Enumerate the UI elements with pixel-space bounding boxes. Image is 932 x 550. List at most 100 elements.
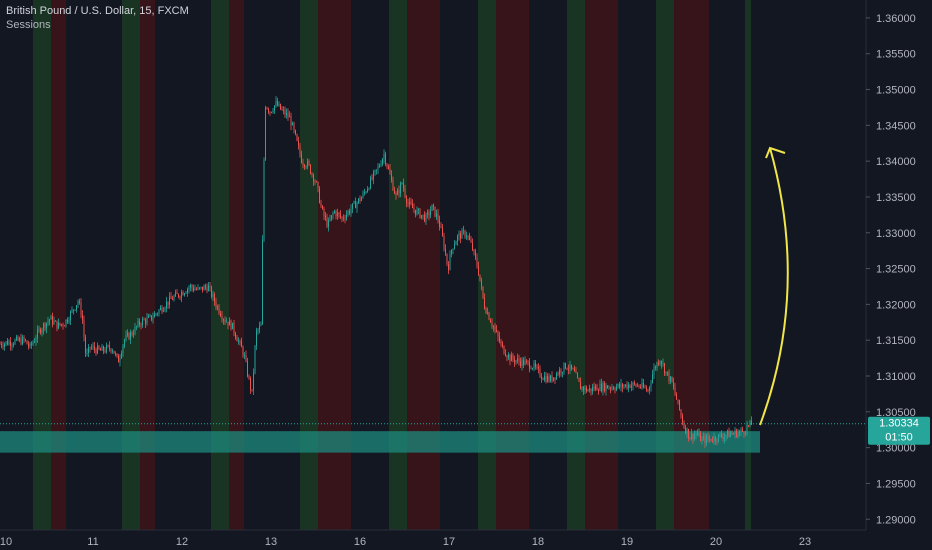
candle-body	[100, 349, 101, 351]
candle-body	[473, 249, 475, 251]
candle-body	[23, 337, 25, 340]
candle-body	[751, 420, 752, 425]
candle-body	[512, 354, 514, 360]
candle-body	[407, 202, 409, 205]
candle-body	[653, 367, 655, 375]
chart-legend: British Pound / U.S. Dollar, 15, FXCM Se…	[6, 4, 189, 32]
candle-body	[475, 250, 476, 258]
candle-body	[166, 301, 167, 308]
candle-body	[289, 115, 290, 118]
candle-body	[704, 437, 706, 444]
candle-body	[118, 355, 119, 363]
candle-body	[599, 383, 601, 391]
candle-body	[434, 206, 436, 217]
candle-body	[125, 335, 127, 340]
candle-body	[272, 110, 274, 113]
candle-body	[191, 285, 193, 288]
candle-body	[707, 436, 709, 440]
candle-body	[470, 239, 472, 243]
candle-body	[523, 359, 524, 365]
candle-body	[578, 377, 580, 382]
candle-body	[592, 387, 593, 392]
candle-body	[239, 340, 241, 342]
candle-body	[113, 350, 115, 354]
candle-body	[403, 182, 404, 189]
candle-body	[295, 130, 296, 135]
candle-body	[82, 314, 83, 321]
candle-body	[725, 434, 727, 437]
candle-body	[671, 376, 673, 382]
candle-body	[575, 371, 577, 374]
candle-body	[428, 212, 430, 216]
candle-body	[355, 201, 356, 209]
candle-body	[461, 230, 463, 239]
candle-body	[197, 287, 199, 290]
candle-body	[424, 214, 425, 222]
candle-body	[88, 347, 89, 353]
candle-body	[140, 324, 142, 326]
candle-body	[109, 345, 110, 349]
candle-body	[187, 289, 188, 293]
candle-body	[385, 153, 386, 164]
candle-body	[602, 383, 604, 391]
candle-body	[524, 360, 526, 365]
candle-body	[155, 313, 157, 315]
y-tick-label: 1.29500	[876, 478, 916, 490]
candle-body	[617, 384, 619, 387]
candle-body	[586, 387, 587, 392]
symbol-title[interactable]: British Pound / U.S. Dollar, 15, FXCM	[6, 5, 189, 17]
candle-body	[152, 317, 154, 320]
candle-body	[529, 361, 530, 369]
candle-body	[316, 181, 317, 183]
x-tick-label: 16	[354, 536, 366, 548]
candle-body	[682, 415, 683, 423]
candle-body	[613, 387, 614, 390]
candle-body	[185, 292, 187, 294]
candle-body	[97, 345, 98, 354]
candle-body	[302, 162, 304, 165]
candle-body	[298, 140, 299, 146]
x-tick-label: 12	[176, 536, 188, 548]
candle-body	[668, 372, 670, 382]
candle-body	[508, 354, 509, 358]
candle-body	[8, 341, 10, 345]
candle-body	[164, 307, 166, 311]
candle-body	[188, 287, 190, 290]
candle-body	[437, 213, 439, 220]
candle-body	[65, 319, 67, 326]
candle-body	[178, 293, 179, 297]
candle-body	[487, 312, 488, 314]
candle-body	[701, 438, 703, 442]
y-tick-label: 1.34000	[876, 156, 916, 168]
candle-body	[401, 182, 403, 184]
candle-body	[371, 177, 373, 180]
candle-body	[74, 309, 76, 311]
candle-body	[269, 111, 271, 113]
candle-body	[304, 164, 305, 167]
candle-body	[367, 189, 368, 193]
candle-body	[167, 301, 169, 305]
candle-body	[157, 313, 158, 315]
candle-body	[647, 390, 649, 391]
time-axis[interactable]	[0, 530, 866, 550]
candle-body	[748, 425, 749, 427]
indicator-name[interactable]: Sessions	[6, 19, 51, 31]
candle-body	[17, 336, 19, 341]
candle-body	[116, 353, 118, 356]
candle-body	[626, 384, 628, 389]
candle-body	[248, 376, 250, 378]
candle-body	[14, 339, 16, 345]
candle-body	[605, 385, 607, 392]
candle-body	[212, 294, 214, 297]
candle-body	[262, 240, 263, 325]
candle-body	[505, 353, 506, 356]
projection-arrow[interactable]	[759, 147, 789, 426]
candle-body	[161, 307, 163, 312]
candle-body	[415, 209, 416, 215]
candle-body	[193, 287, 194, 291]
candle-body	[488, 312, 490, 320]
candle-body	[121, 353, 122, 358]
candle-body	[643, 382, 644, 388]
candle-body	[176, 292, 178, 294]
